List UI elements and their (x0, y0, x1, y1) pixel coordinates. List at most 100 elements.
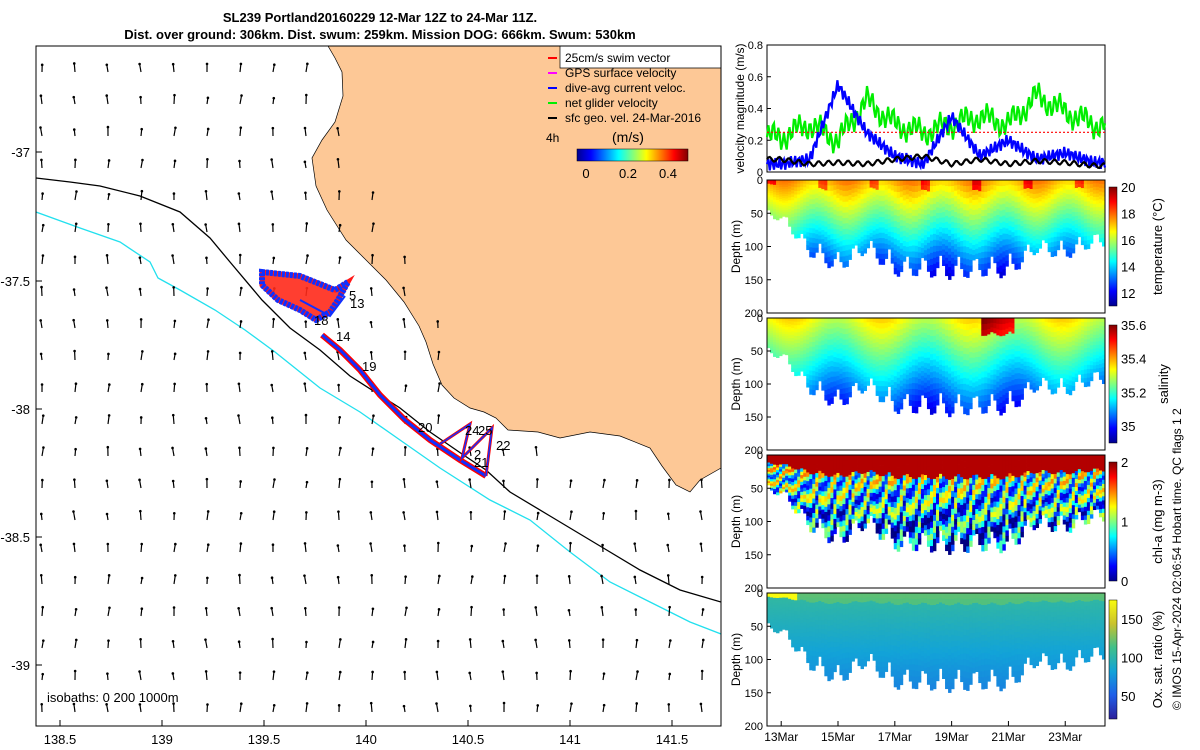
profile-cell (1017, 395, 1021, 402)
profile-cell (878, 238, 883, 244)
profile-cell (1083, 231, 1088, 237)
profile-cell (975, 189, 979, 196)
profile-cell (812, 503, 816, 509)
profile-cell (902, 180, 907, 186)
profile-cell (978, 373, 982, 380)
profile-cell (899, 374, 904, 381)
profile-cell (881, 396, 886, 403)
profile-cell (942, 206, 946, 213)
profile-cell (854, 196, 858, 201)
profile-cell (887, 378, 892, 383)
profile-cell (809, 332, 813, 338)
profile-cell (824, 364, 828, 370)
profile-cell (884, 469, 889, 476)
profile-cell (999, 330, 1003, 337)
profile-cell (993, 216, 997, 222)
current-vector-head (239, 320, 243, 323)
profile-cell (803, 336, 807, 341)
profile-cell (809, 488, 813, 494)
profile-cell (815, 184, 819, 190)
profile-cell (863, 500, 867, 506)
profile-cell (917, 362, 922, 369)
profile-cell (866, 318, 871, 323)
current-vector-head (42, 639, 45, 642)
current-vector (305, 255, 309, 265)
profile-cell (951, 353, 955, 360)
profile-cell (854, 516, 858, 521)
current-vector-head (238, 671, 242, 674)
profile-cell (824, 384, 828, 391)
current-vector (435, 703, 439, 713)
profile-cell (827, 520, 831, 527)
current-vector (239, 95, 243, 105)
profile-cell (833, 253, 837, 260)
profile-cell (887, 227, 892, 233)
profile-cell (773, 476, 777, 480)
profile-cell (1014, 379, 1018, 385)
profile-cell (1026, 184, 1030, 189)
profile-cell (788, 478, 792, 482)
profile-cell (1011, 369, 1015, 376)
profile-cell (1014, 384, 1018, 391)
profile-cell (800, 230, 804, 234)
profile-cell (1023, 228, 1027, 234)
profile-cell (917, 378, 922, 385)
profile-cell (1029, 331, 1033, 337)
profile-cell (785, 475, 789, 479)
profile-cell (1029, 238, 1033, 244)
profile-cell (806, 459, 810, 465)
profile-cell (1008, 318, 1012, 323)
current-vector-head (438, 382, 441, 385)
profile-cell (990, 389, 994, 395)
profile-cell (791, 361, 795, 366)
profile-cell (1074, 228, 1079, 233)
profile-cell (854, 378, 858, 384)
profile-cell (1068, 180, 1073, 186)
profile-cell (833, 239, 837, 245)
current-vector-head (699, 510, 702, 513)
profile-cell (878, 180, 883, 186)
profile-cell (1008, 180, 1012, 185)
current-vector (667, 575, 670, 585)
profile-cell (776, 492, 780, 496)
profile-cell (1005, 328, 1009, 335)
profile-cell (896, 318, 901, 325)
profile-cell (881, 460, 886, 466)
profile-cell (887, 493, 892, 499)
profile-cell (866, 213, 871, 219)
profile-cell (773, 462, 777, 466)
profile-cell (881, 227, 886, 234)
profile-cell (905, 246, 910, 252)
profile-cell (914, 221, 919, 229)
profile-cell (881, 222, 886, 228)
map-y-tick-label: -37 (11, 145, 30, 160)
profile-cell (860, 379, 864, 385)
profile-cell (767, 468, 771, 471)
profile-cell (845, 328, 849, 335)
profile-cell (1065, 388, 1070, 394)
profile-cell (788, 352, 792, 356)
profile-cell (978, 390, 982, 397)
current-vector-head (272, 670, 276, 673)
profile-cell (911, 353, 916, 360)
profile-cell (942, 249, 946, 256)
profile-cell (1059, 183, 1064, 188)
profile-cell (899, 225, 904, 232)
profile-cell (875, 199, 880, 205)
profile-cell (824, 511, 828, 518)
profile-cell (981, 329, 985, 337)
profile-cell (905, 199, 910, 205)
profile-cell (797, 353, 801, 358)
profile-cell (812, 252, 816, 258)
profile-cell (839, 323, 843, 329)
profile-cell (797, 480, 801, 485)
current-vector (436, 511, 439, 521)
profile-cell (1083, 240, 1088, 246)
profile-cell (767, 460, 771, 463)
profile-cell (815, 468, 819, 474)
profile-cell (794, 476, 798, 481)
profile-cell (839, 318, 843, 324)
profile-cell (818, 239, 822, 244)
profile-cell (839, 200, 843, 206)
profile-cell (800, 505, 804, 509)
